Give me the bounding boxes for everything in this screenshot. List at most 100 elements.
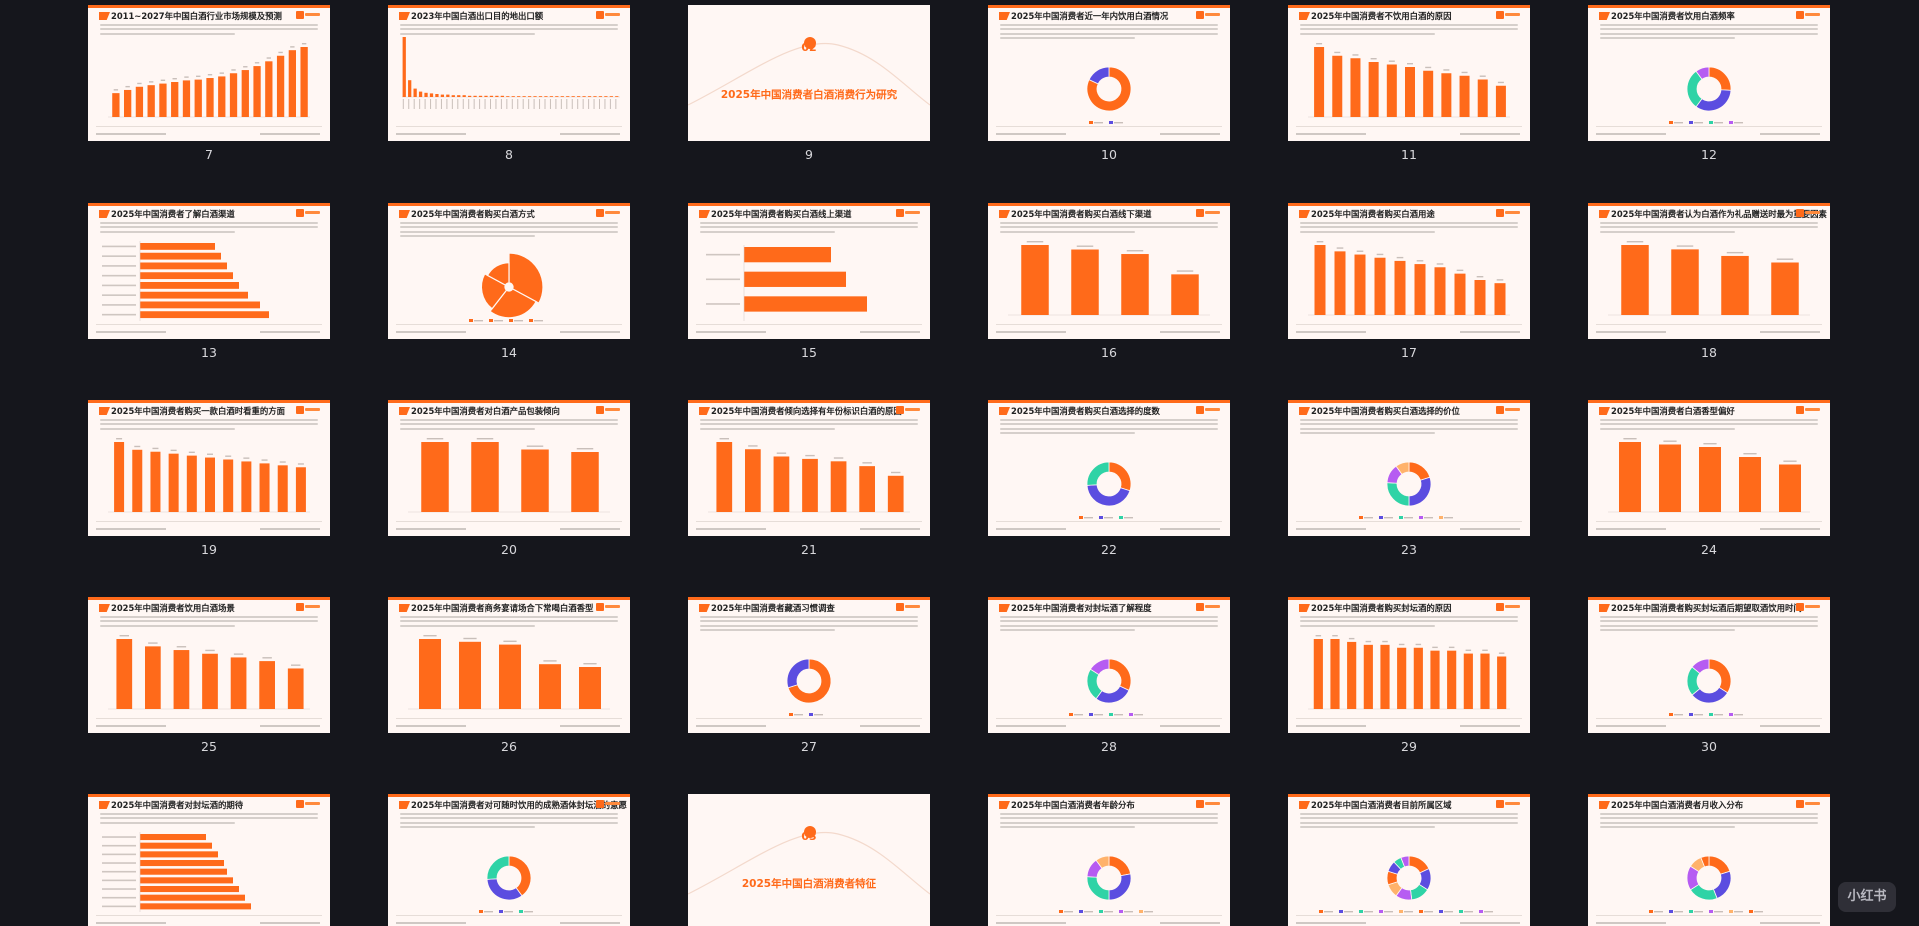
slide-body-text (1000, 419, 1218, 437)
brand-logo-icon (1196, 800, 1221, 808)
footer-divider (1296, 324, 1522, 325)
category-label (539, 99, 541, 109)
slide-thumbnail[interactable]: 2025年中国消费者饮用白酒场景 (88, 597, 330, 733)
legend-swatch (1729, 121, 1733, 124)
section-curve (688, 43, 930, 106)
legend-swatch (1119, 910, 1123, 913)
slide-title: 2025年中国消费者购买白酒线上渠道 (711, 209, 852, 219)
footer-source (1596, 133, 1666, 135)
slide-thumbnail[interactable]: 2025年中国消费者对封坛酒的期待 (88, 794, 330, 926)
slide-thumbnail[interactable]: 2025年中国消费者购买白酒线上渠道 (688, 203, 930, 339)
data-label (1376, 253, 1384, 256)
bar (604, 96, 608, 97)
slide-thumbnail[interactable]: 2025年中国消费者不饮用白酒的原因 (1288, 5, 1530, 141)
slide-thumbnail[interactable]: 2025年中国白酒消费者年龄分布 (988, 794, 1230, 926)
data-label (576, 448, 594, 450)
footer-divider (396, 915, 622, 916)
slide-thumbnail[interactable]: 2025年中国消费者购买白酒选择的度数 (988, 400, 1230, 536)
donut-slice (1386, 482, 1410, 507)
slide-thumbnail[interactable]: 2025年中国消费者倾向选择有年份标识白酒的原因 (688, 400, 930, 536)
brand-logo-icon (596, 209, 621, 217)
bar (1330, 639, 1340, 709)
slide-thumbnail[interactable]: 03 2025年中国白酒消费者特征 (688, 794, 930, 926)
slide-thumbnail[interactable]: 2025年中国消费者对可随时饮用的成熟酒体封坛酒的意愿 (388, 794, 630, 926)
slide-thumbnail[interactable]: 2025年中国消费者饮用白酒频率 (1588, 5, 1830, 141)
text-line (1600, 817, 1818, 820)
logo-square (1196, 11, 1204, 19)
slide-top-bar (1588, 597, 1830, 600)
category-label (424, 99, 426, 109)
footer-note (560, 528, 620, 530)
slide-thumbnail[interactable]: 2025年中国消费者购买封坛酒的原因 (1288, 597, 1530, 733)
category-label (102, 255, 136, 257)
bar (140, 860, 224, 867)
text-line (1600, 37, 1736, 40)
slide-cell: 2023年中国白酒出口目的地出口额 8 (388, 5, 630, 162)
brand-logo-icon (1796, 800, 1821, 808)
slide-thumbnail[interactable]: 2025年中国消费者购买白酒线下渠道 (988, 203, 1230, 339)
bar (277, 465, 288, 512)
legend-label (1674, 122, 1683, 124)
slide-title: 2025年中国消费者购买一款白酒时看重的方面 (111, 406, 286, 416)
slide-thumbnail[interactable]: 2025年中国消费者购买一款白酒时看重的方面 (88, 400, 330, 536)
bar (186, 455, 197, 512)
slide-thumbnail[interactable]: 2025年中国消费者对白酒产品包装倾向 (388, 400, 630, 536)
slide-title: 2025年中国白酒消费者月收入分布 (1611, 800, 1744, 810)
category-label (435, 99, 437, 109)
legend-swatch (1709, 910, 1713, 913)
text-line (1600, 624, 1818, 627)
slide-cell: 2025年中国消费者商务宴请场合下常喝白酒香型 26 (388, 597, 630, 754)
slide-thumbnail[interactable]: 2025年中国消费者了解白酒渠道 (88, 203, 330, 339)
category-label (544, 99, 546, 109)
slide-cell: 2025年中国消费者倾向选择有年份标识白酒的原因 21 (688, 400, 930, 557)
data-label (776, 452, 787, 454)
donut-slice (1712, 870, 1732, 899)
footer-source (396, 725, 466, 727)
slide-thumbnail[interactable]: 2025年中国消费者购买封坛酒后期望取酒饮用时间 (1588, 597, 1830, 733)
footer-divider (1596, 718, 1822, 719)
legend-label (1364, 911, 1373, 913)
data-label (261, 459, 268, 461)
slide-thumbnail[interactable]: 2025年中国白酒消费者月收入分布 (1588, 794, 1830, 926)
data-label (463, 637, 477, 640)
footer-divider (996, 718, 1222, 719)
slide-thumbnail[interactable]: 2025年中国消费者购买白酒用途 (1288, 203, 1530, 339)
slide-thumbnail[interactable]: 02 2025年中国消费者白酒消费行为研究 (688, 5, 930, 141)
category-label (408, 99, 410, 109)
footer-divider (96, 521, 322, 522)
title-marker (1599, 210, 1610, 218)
slide-top-bar (1288, 5, 1530, 8)
footer-note (1760, 331, 1820, 333)
slide-cell: 2025年中国消费者对可随时饮用的成熟酒体封坛酒的意愿32 (388, 794, 630, 926)
slide-title: 2011~2027年中国白酒行业市场规模及预测 (111, 11, 282, 21)
category-label (615, 99, 617, 109)
slide-thumbnail[interactable]: 2023年中国白酒出口目的地出口额 (388, 5, 630, 141)
logo-text-mark (905, 408, 920, 411)
bar (202, 653, 218, 709)
slide-top-bar (688, 400, 930, 403)
slide-thumbnail[interactable]: 2025年中国白酒消费者目前所属区域 (1288, 794, 1530, 926)
slide-thumbnail[interactable]: 2025年中国消费者购买白酒方式 (388, 203, 630, 339)
slide-thumbnail[interactable]: 2011~2027年中国白酒行业市场规模及预测 (88, 5, 330, 141)
text-line (1300, 32, 1436, 35)
slide-cell: 02 2025年中国消费者白酒消费行为研究 9 (688, 5, 930, 162)
data-label (1348, 637, 1355, 640)
footer-divider (1596, 521, 1822, 522)
slide-thumbnail[interactable]: 2025年中国消费者近一年内饮用白酒情况 (988, 5, 1230, 141)
slide-thumbnail[interactable]: 2025年中国消费者商务宴请场合下常喝白酒香型 (388, 597, 630, 733)
slide-thumbnail[interactable]: 2025年中国消费者购买白酒选择的价位 (1288, 400, 1530, 536)
brand-logo-icon (296, 406, 321, 414)
donut-slice (1095, 685, 1130, 704)
bar (471, 442, 499, 512)
logo-text-mark (305, 802, 320, 805)
logo-text-mark (1205, 211, 1220, 214)
bar (1314, 47, 1325, 117)
slide-thumbnail[interactable]: 2025年中国消费者藏酒习惯调查 (688, 597, 930, 733)
slide-thumbnail[interactable]: 2025年中国消费者对封坛酒了解程度 (988, 597, 1230, 733)
slide-thumbnail[interactable]: 2025年中国消费者白酒香型偏好 (1588, 400, 1830, 536)
title-marker (1299, 12, 1310, 20)
text-line (100, 616, 318, 618)
footer-note (260, 331, 320, 333)
title-marker (399, 210, 410, 218)
slide-thumbnail[interactable]: 2025年中国消费者认为白酒作为礼品赠送时最为重要因素 (1588, 203, 1830, 339)
